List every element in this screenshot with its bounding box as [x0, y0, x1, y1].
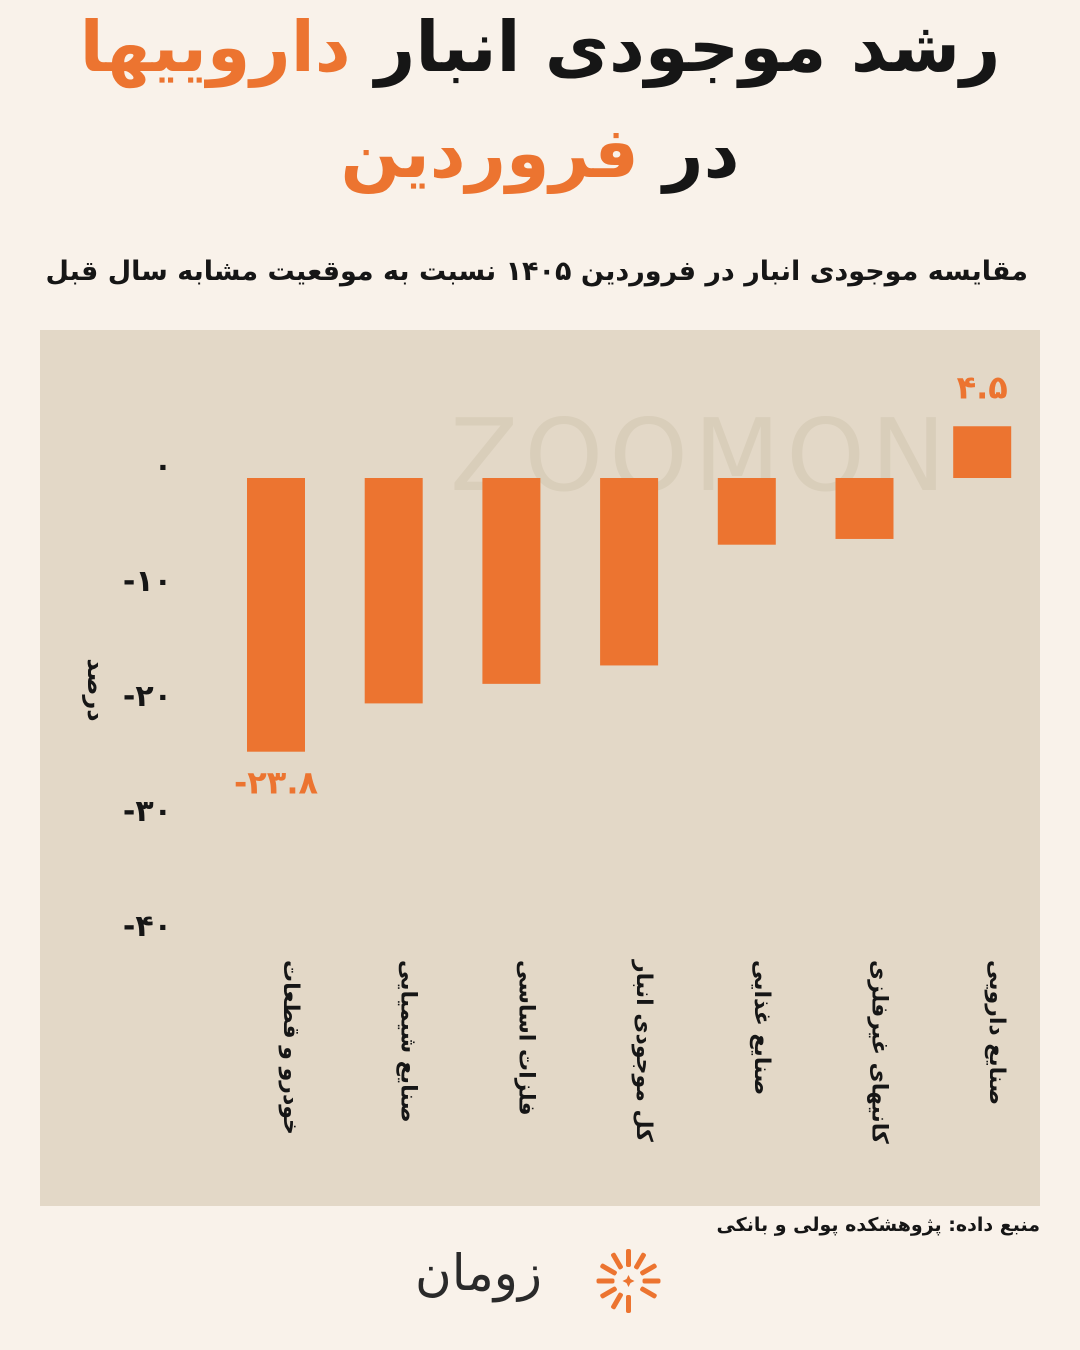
y-tick-label: -۱۰: [123, 564, 172, 599]
y-tick-label: -۲۰: [123, 679, 172, 714]
chart-title-line-1: رشد موجودی انبار داروییها: [0, 12, 1080, 82]
title-line2-dark: در: [663, 112, 740, 194]
y-tick-label: -۳۰: [123, 794, 172, 829]
data-source: منبع داده: پژوهشکده پولی و بانکی: [716, 1214, 1040, 1236]
chart-subtitle: مقایسه موجودی انبار در فروردین ۱۴۰۵ نسبت…: [45, 256, 1028, 287]
x-tick-label: صنایع شیمیایی: [396, 960, 421, 1123]
x-tick-label: صنایع غذایی: [749, 960, 774, 1095]
x-tick-label: کانیهای غیرفلزی: [867, 960, 892, 1144]
title-line2-accent: فروردین: [340, 112, 639, 194]
chart-title-line-2: در فروردین: [0, 118, 1080, 188]
x-tick-label: خودرو و قطعات: [278, 960, 303, 1135]
chart-panel: ZOOMON درصد ۰ -۱۰ -۲۰ -۳۰ -۴۰ -۲۳.۸ خودرو و قطعا…: [40, 330, 1040, 1206]
sunburst-logo-icon: [596, 1249, 661, 1313]
bar: [482, 478, 541, 684]
x-tick-label: کل موجودی انبار: [631, 959, 656, 1142]
y-tick-label: ۰: [154, 449, 172, 484]
bar: [717, 478, 776, 545]
title-line1-dark: رشد موجودی انبار: [375, 6, 1001, 88]
bar: [600, 478, 659, 666]
x-tick-label: فلزات اساسی: [513, 960, 538, 1116]
bar: [247, 478, 305, 752]
bar: [835, 478, 894, 539]
bar: [953, 426, 1012, 478]
data-label: -۲۳.۸: [234, 764, 319, 802]
bar: [364, 478, 423, 704]
zoomon-logo: زومان: [415, 1242, 665, 1318]
y-tick-label: -۴۰: [123, 909, 172, 944]
data-label: ۴.۵: [957, 368, 1008, 406]
x-tick-label: صنایع دارویی: [984, 960, 1009, 1105]
y-axis-label: درصد: [82, 658, 110, 721]
title-line1-accent: داروییها: [79, 6, 351, 88]
logo-text: زومان: [415, 1244, 543, 1302]
